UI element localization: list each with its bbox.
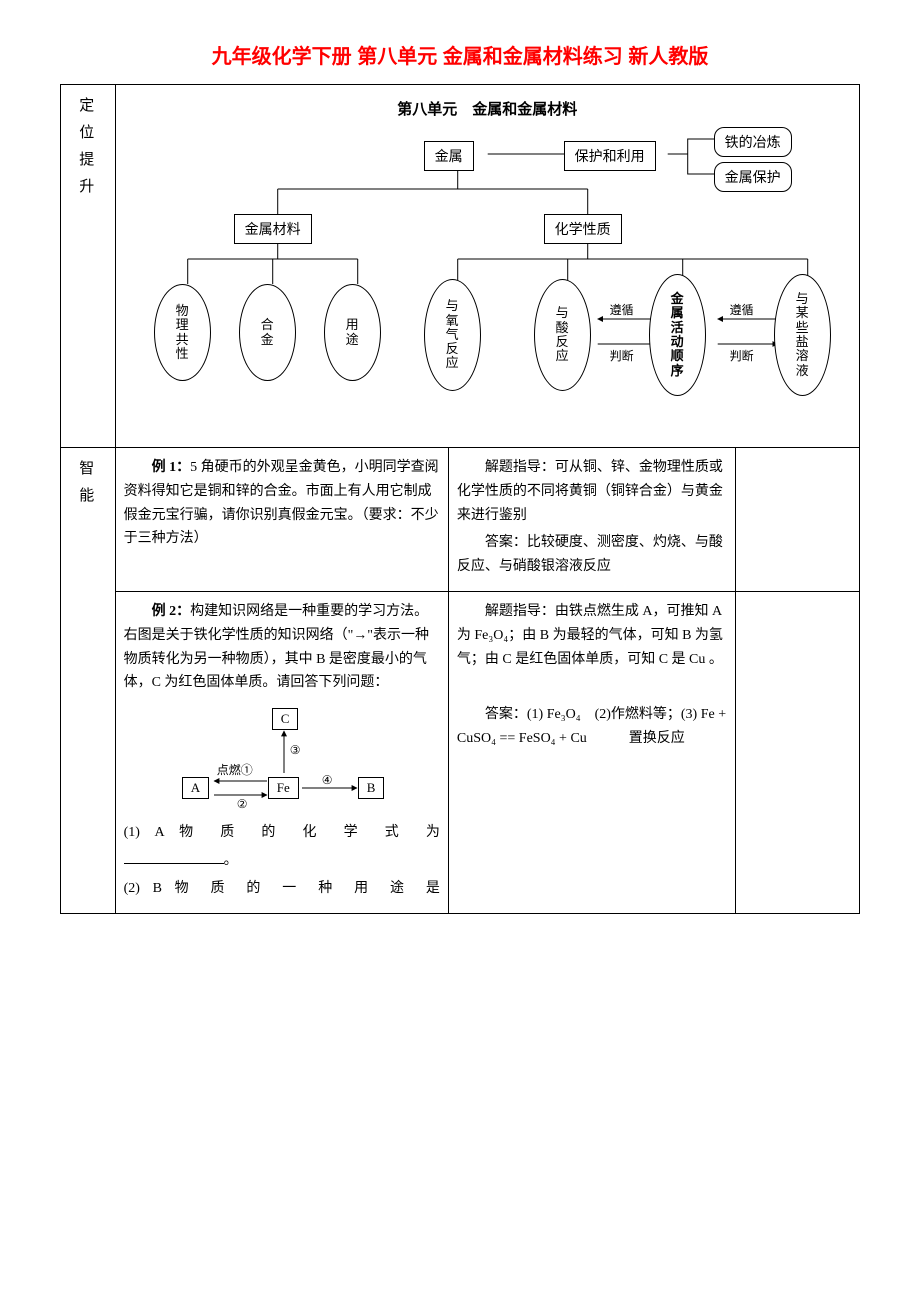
ex1-title: 例 1：	[152, 460, 191, 475]
ex1-hint-lbl: 解题指导：	[485, 460, 555, 475]
example1-cell: 例 1：5 角硬币的外观呈金黄色，小明同学查阅资料得知它是铜和锌的合金。市面上有…	[115, 448, 448, 592]
node-A: A	[182, 777, 209, 799]
unit-header: 第八单元 金属和金属材料	[124, 93, 851, 129]
node-C: C	[272, 708, 299, 730]
main-table: 定 位 提 升 第八单元 金属和金属材料	[60, 84, 860, 914]
ex2-ans-lbl: 答案：	[485, 707, 527, 722]
blank2	[735, 591, 859, 913]
node-B: B	[358, 777, 385, 799]
network-diagram: C A Fe B 点燃① ② ③ ④	[162, 703, 402, 813]
lbl-n3: ③	[290, 743, 301, 758]
ellipse-phys: 物理共性	[154, 284, 211, 381]
lbl-n2: ②	[237, 797, 248, 812]
example2-cell: 例 2：构建知识网络是一种重要的学习方法。右图是关于铁化学性质的知识网络（"→"…	[115, 591, 448, 913]
node-materials: 金属材料	[234, 214, 312, 244]
ellipse-activity: 金属活动顺序	[649, 274, 706, 396]
node-protect-use: 保护和利用	[564, 141, 656, 171]
ellipse-o2: 与氧气反应	[424, 279, 481, 391]
diagram-cell: 第八单元 金属和金属材料	[115, 85, 859, 448]
r1c4: 升	[69, 174, 107, 201]
lbl-ignite: 点燃①	[217, 761, 253, 778]
node-smelting: 铁的冶炼	[714, 127, 792, 157]
node-metal: 金属	[424, 141, 474, 171]
r2c2: 能	[69, 483, 107, 510]
node-chem-prop: 化学性质	[544, 214, 622, 244]
ellipse-use: 用途	[324, 284, 381, 381]
lbl-n4: ④	[322, 773, 333, 788]
ex2-hint-lbl: 解题指导：	[485, 604, 555, 619]
rowlabel-1: 定 位 提 升	[61, 85, 116, 448]
ellipse-alloy: 合金	[239, 284, 296, 381]
blank1	[735, 448, 859, 592]
ellipse-salt: 与某些盐溶液	[774, 274, 831, 396]
r1c3: 提	[69, 147, 107, 174]
page-title: 九年级化学下册 第八单元 金属和金属材料练习 新人教版	[60, 40, 860, 69]
blank-line	[124, 849, 224, 864]
ex2-q2: (2) B 物 质 的 一 种 用 途 是	[124, 877, 440, 901]
ex1-ans-lbl: 答案：	[485, 535, 527, 550]
r2c1: 智	[69, 456, 107, 483]
ex2-q1b: 。	[224, 853, 238, 868]
r1c2: 位	[69, 120, 107, 147]
ex2-q1: (1) A 物 质 的 化 学 式 为	[124, 821, 440, 845]
lbl-judge2: 判断	[730, 347, 754, 364]
node-Fe: Fe	[268, 777, 299, 799]
concept-diagram: 金属 保护和利用 铁的冶炼 金属保护 金属材料 化学性质 物理共性 合金 用途 …	[124, 129, 851, 439]
lbl-follow1: 遵循	[610, 301, 634, 318]
ex2-title: 例 2：	[152, 604, 191, 619]
lbl-follow2: 遵循	[730, 301, 754, 318]
answer1-cell: 解题指导：可从铜、锌、金物理性质或化学性质的不同将黄铜（铜锌合金）与黄金来进行鉴…	[448, 448, 735, 592]
r1c1: 定	[69, 93, 107, 120]
rowlabel-2: 智 能	[61, 448, 116, 914]
node-metal-protect: 金属保护	[714, 162, 792, 192]
ellipse-acid: 与酸反应	[534, 279, 591, 391]
lbl-judge1: 判断	[610, 347, 634, 364]
answer2-cell: 解题指导：由铁点燃生成 A，可推知 A 为 Fe₃O₄；由 B 为最轻的气体，可…	[448, 591, 735, 913]
